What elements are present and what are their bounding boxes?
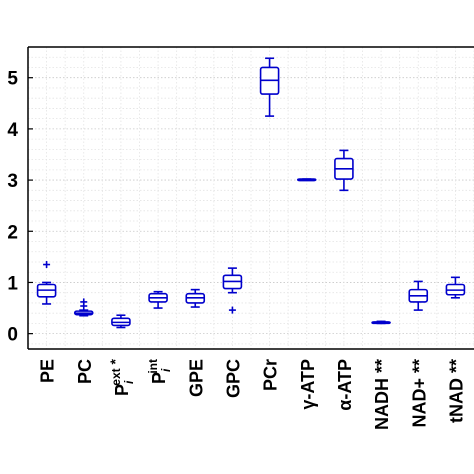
y-tick-label: 2 [7, 222, 18, 243]
box-1 [36, 261, 57, 305]
x-tick-label: tNAD ** [446, 359, 466, 423]
box-12 [445, 276, 466, 299]
x-tick-label: Piext * [107, 358, 136, 396]
y-tick-label: 0 [7, 325, 18, 346]
x-tick-label: NAD+ ** [409, 359, 429, 428]
x-tick-label: PC [75, 359, 95, 384]
x-tick-label: α-ATP [335, 359, 355, 411]
box-2 [73, 298, 94, 317]
x-tick-label: GPE [186, 359, 206, 397]
box-7 [259, 57, 280, 117]
box-series [36, 57, 466, 329]
x-tick-label: PCr [261, 359, 281, 391]
box-10 [371, 320, 391, 325]
box-4 [148, 290, 168, 309]
x-axis-labels: PE PC Piext * Piint GPE GPC PCr γ-ATP α-ATP NADH … [38, 358, 467, 430]
y-tick-label: 5 [7, 69, 18, 90]
y-axis-ticks: 0 1 2 3 4 5 [7, 69, 33, 346]
box-11 [408, 280, 429, 311]
y-tick-label: 4 [7, 120, 18, 141]
x-tick-label: NADH ** [372, 359, 392, 430]
box-3 [111, 314, 131, 329]
box-8 [296, 178, 317, 182]
x-tick-label: γ-ATP [298, 359, 318, 410]
y-tick-label: 3 [7, 171, 18, 192]
x-tick-label: Piint [146, 359, 173, 384]
x-tick-label: GPC [223, 359, 243, 398]
box-6 [222, 267, 243, 314]
box-9 [334, 149, 354, 192]
box-5 [185, 288, 206, 308]
x-tick-label: PE [38, 359, 58, 383]
y-tick-label: 1 [7, 273, 18, 294]
